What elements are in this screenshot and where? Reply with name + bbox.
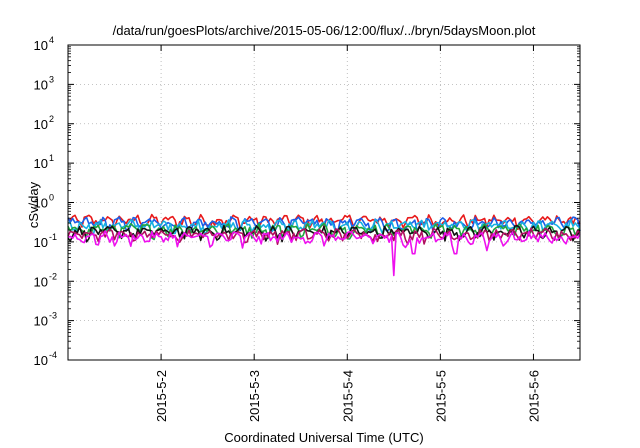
y-tick-label: 10 xyxy=(34,156,48,171)
y-tick-label: 10 xyxy=(34,314,48,329)
series-line xyxy=(67,230,581,277)
y-tick-exponent: 2 xyxy=(49,114,54,124)
x-tick-label: 2015-5-4 xyxy=(340,370,355,422)
y-tick-exponent: -1 xyxy=(49,232,57,242)
grid xyxy=(68,45,580,360)
y-tick-exponent: 4 xyxy=(49,35,54,45)
x-tick-label: 2015-5-5 xyxy=(433,370,448,422)
y-tick-exponent: -2 xyxy=(49,271,57,281)
x-tick-label: 2015-5-2 xyxy=(154,370,169,422)
series-line xyxy=(67,222,581,241)
y-tick-label: 10 xyxy=(34,353,48,368)
y-axis-label: cSv/day xyxy=(26,181,41,228)
y-tick-exponent: -4 xyxy=(49,350,57,360)
y-tick-exponent: -3 xyxy=(49,311,57,321)
x-tick-label: 2015-5-6 xyxy=(526,370,541,422)
y-tick-exponent: 1 xyxy=(49,153,54,163)
x-ticks: 2015-5-2 2015-5-3 2015-5-4 2015-5-5 2015-5-6 xyxy=(154,45,541,422)
y-tick-label: 10 xyxy=(34,117,48,132)
y-tick-label: 10 xyxy=(34,77,48,92)
y-tick-label: 10 xyxy=(34,196,48,211)
y-tick-label: 10 xyxy=(34,38,48,53)
y-tick-exponent: 0 xyxy=(49,193,54,203)
series-group xyxy=(67,213,581,277)
chart-title: /data/run/goesPlots/archive/2015-05-06/1… xyxy=(113,23,536,38)
y-tick-label: 10 xyxy=(34,235,48,250)
x-axis-label: Coordinated Universal Time (UTC) xyxy=(224,430,423,445)
series-line xyxy=(67,218,581,237)
y-tick-exponent: 3 xyxy=(49,74,54,84)
x-tick-label: 2015-5-3 xyxy=(247,370,262,422)
y-tick-label: 10 xyxy=(34,274,48,289)
